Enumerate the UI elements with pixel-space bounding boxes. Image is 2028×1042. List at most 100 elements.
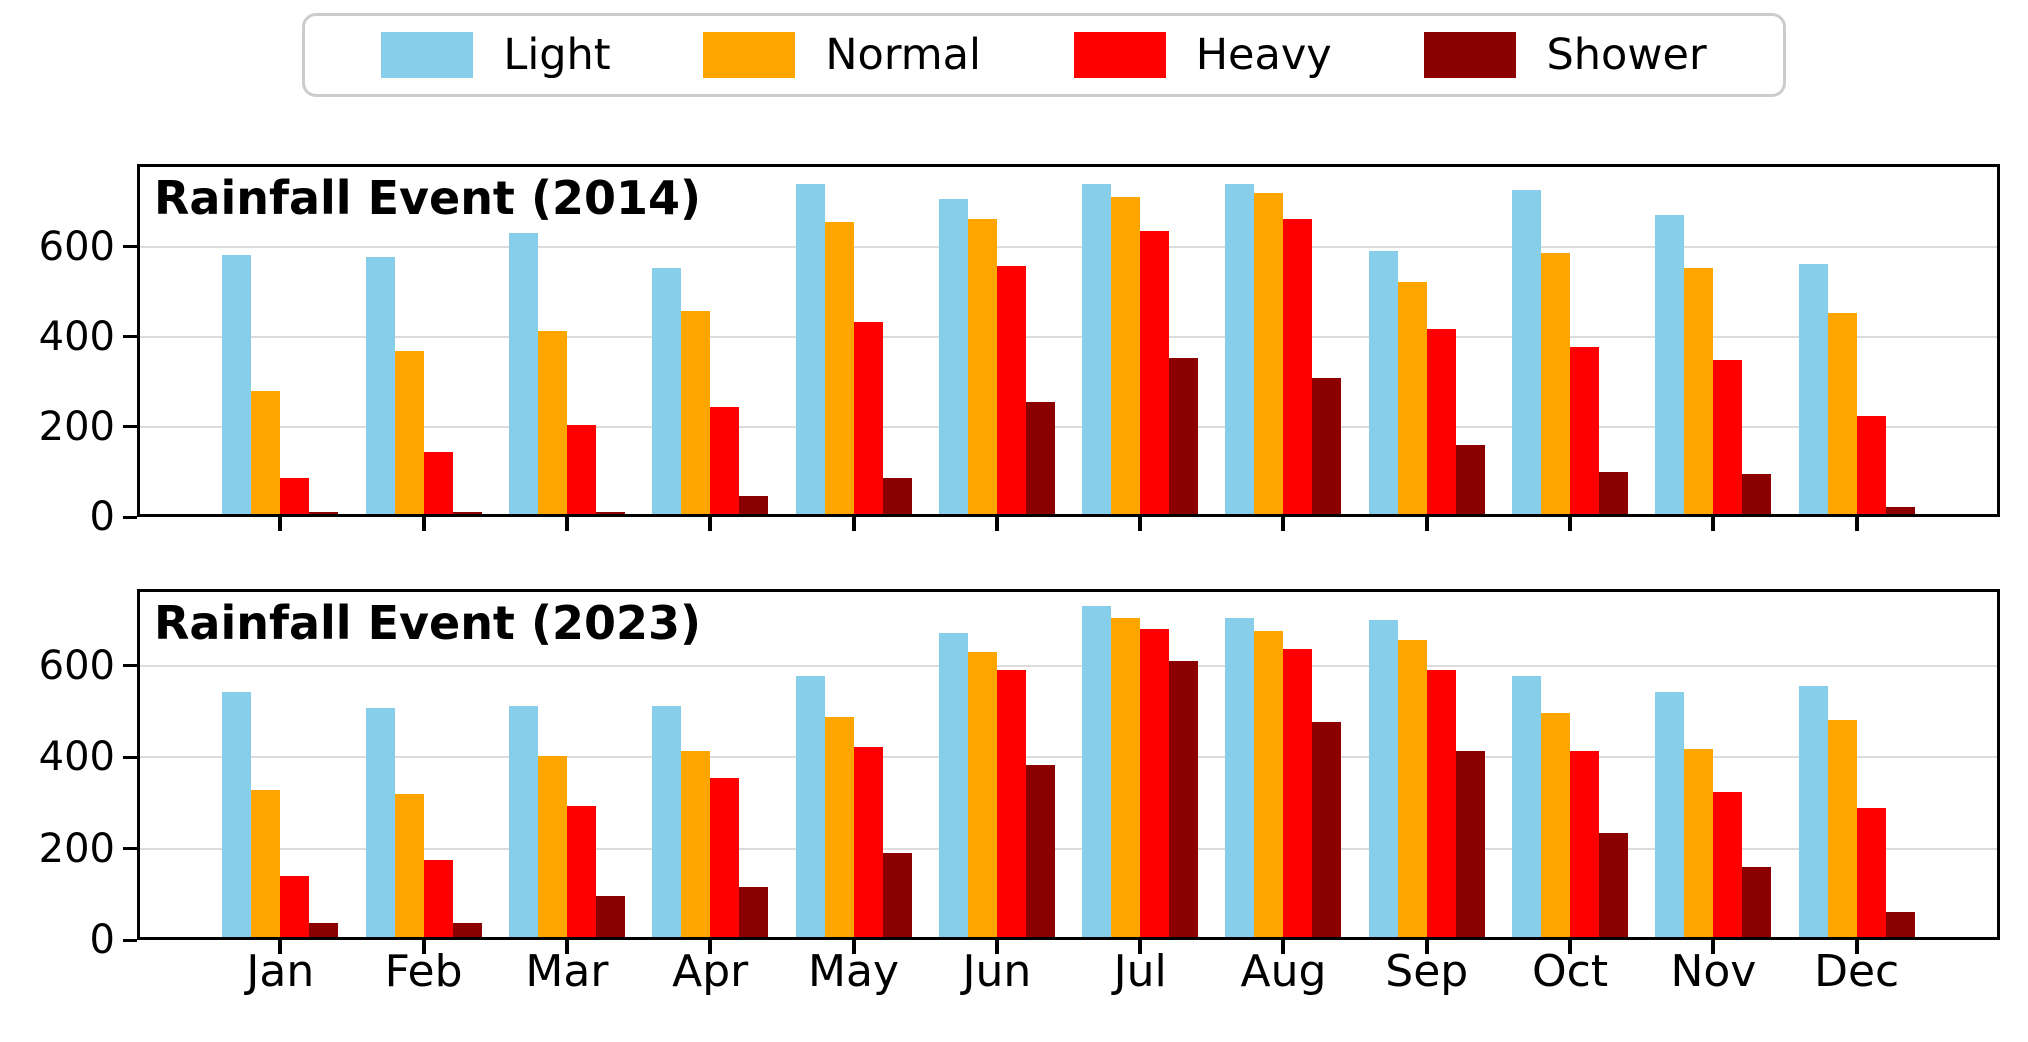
xtick-mark-2014-jun: [994, 517, 999, 531]
bar-2014-dec-light: [1798, 264, 1828, 514]
ytick-mark-2023-600: [123, 664, 137, 668]
xtick-mark-2023-jun: [994, 940, 999, 954]
bar-2023-nov-heavy: [1713, 792, 1743, 937]
bar-2014-mar-shower: [595, 511, 625, 514]
bar-2023-sep-normal: [1397, 640, 1427, 937]
month-label-mar: Mar: [525, 946, 609, 997]
legend-item-normal: Normal: [703, 32, 981, 78]
bar-2023-dec-shower: [1885, 912, 1915, 937]
bar-2014-jan-shower: [309, 511, 339, 514]
gridline-2014-200: [140, 425, 1997, 428]
bar-2023-jul-heavy: [1140, 628, 1170, 937]
bar-2023-aug-heavy: [1283, 649, 1313, 937]
bar-2023-aug-shower: [1312, 721, 1342, 937]
bar-2014-jun-heavy: [996, 266, 1026, 514]
bar-2014-jun-normal: [967, 219, 997, 514]
legend-label-shower: Shower: [1546, 29, 1707, 80]
bar-2023-mar-heavy: [566, 805, 596, 937]
month-label-may: May: [808, 946, 900, 997]
ytick-label-2023-600: 600: [38, 642, 115, 689]
bar-2014-mar-light: [508, 232, 538, 514]
bar-2023-mar-shower: [595, 896, 625, 937]
xtick-mark-2014-jul: [1138, 517, 1143, 531]
xtick-mark-2014-feb: [421, 517, 426, 531]
xtick-mark-2023-may: [851, 940, 856, 954]
bar-2014-sep-shower: [1455, 444, 1485, 514]
bar-2023-feb-light: [365, 708, 395, 937]
bar-2023-mar-light: [508, 705, 538, 937]
bar-2023-feb-shower: [452, 923, 482, 937]
ytick-label-2014-400: 400: [38, 313, 115, 360]
bar-2023-nov-normal: [1684, 748, 1714, 937]
bar-2023-oct-normal: [1541, 712, 1571, 937]
bar-2023-aug-normal: [1254, 631, 1284, 937]
legend-swatch-shower-icon: [1424, 32, 1517, 78]
bar-2014-apr-shower: [739, 496, 769, 514]
bar-2023-feb-normal: [394, 794, 424, 937]
bar-2014-may-heavy: [853, 322, 883, 514]
bar-2023-apr-shower: [739, 887, 769, 937]
bar-2023-jan-normal: [251, 789, 281, 937]
xtick-mark-2014-dec: [1854, 517, 1859, 531]
ytick-mark-2014-0: [123, 515, 137, 519]
month-label-feb: Feb: [384, 946, 463, 997]
ytick-label-2014-200: 200: [38, 403, 115, 450]
legend-label-heavy: Heavy: [1195, 29, 1332, 80]
bar-2014-sep-normal: [1397, 281, 1427, 514]
legend-label-normal: Normal: [825, 29, 981, 80]
bar-2023-nov-shower: [1742, 866, 1772, 937]
bar-2023-oct-shower: [1599, 832, 1629, 937]
xtick-mark-2023-feb: [421, 940, 426, 954]
bar-2023-jun-light: [938, 633, 968, 937]
bar-2014-aug-heavy: [1283, 219, 1313, 514]
bar-2014-apr-normal: [681, 310, 711, 514]
ytick-label-2023-400: 400: [38, 734, 115, 781]
bar-2023-oct-light: [1512, 676, 1542, 937]
xtick-mark-2014-may: [851, 517, 856, 531]
bar-2023-jul-shower: [1169, 660, 1199, 937]
legend-swatch-light-icon: [381, 32, 474, 78]
bar-2014-sep-heavy: [1426, 328, 1456, 514]
bar-2014-may-light: [795, 183, 825, 514]
bar-2023-feb-heavy: [423, 859, 453, 937]
bar-2014-feb-normal: [394, 351, 424, 514]
month-label-nov: Nov: [1670, 946, 1757, 997]
bar-2014-jan-light: [222, 255, 252, 514]
month-label-oct: Oct: [1532, 946, 1609, 997]
ytick-mark-2014-200: [123, 425, 137, 429]
bar-2023-jan-heavy: [280, 875, 310, 937]
month-label-sep: Sep: [1385, 946, 1469, 997]
bar-2014-oct-normal: [1541, 252, 1571, 514]
bar-2014-nov-normal: [1684, 268, 1714, 514]
bar-2014-apr-heavy: [710, 406, 740, 514]
bar-2014-sep-light: [1368, 250, 1398, 514]
bar-2014-jun-shower: [1025, 402, 1055, 514]
bar-2023-apr-light: [652, 705, 682, 937]
bar-2014-feb-shower: [452, 511, 482, 514]
bar-2023-mar-normal: [537, 755, 567, 937]
ytick-label-2014-0: 0: [89, 494, 115, 540]
ytick-label-2023-0: 0: [89, 917, 115, 963]
plot-2023: Rainfall Event (2023): [137, 589, 2000, 940]
xtick-mark-2023-mar: [564, 940, 569, 954]
bar-2014-feb-light: [365, 257, 395, 514]
bar-2023-dec-light: [1798, 685, 1828, 937]
bar-2023-nov-light: [1655, 692, 1685, 937]
ytick-mark-2023-0: [123, 938, 137, 942]
ytick-label-2023-200: 200: [38, 825, 115, 872]
bar-2014-nov-shower: [1742, 473, 1772, 514]
month-label-jun: Jun: [962, 946, 1032, 997]
xtick-mark-2014-apr: [708, 517, 713, 531]
bar-2023-sep-heavy: [1426, 669, 1456, 937]
bar-2023-jan-light: [222, 692, 252, 937]
bar-2014-mar-heavy: [566, 424, 596, 514]
bar-2014-aug-light: [1225, 183, 1255, 514]
ytick-mark-2023-400: [123, 755, 137, 759]
plot-2014: Rainfall Event (2014): [137, 164, 2000, 517]
xtick-mark-2023-apr: [708, 940, 713, 954]
bar-2014-aug-shower: [1312, 377, 1342, 514]
bar-2023-may-heavy: [853, 746, 883, 937]
bar-2014-may-shower: [882, 478, 912, 514]
xtick-mark-2023-oct: [1568, 940, 1573, 954]
